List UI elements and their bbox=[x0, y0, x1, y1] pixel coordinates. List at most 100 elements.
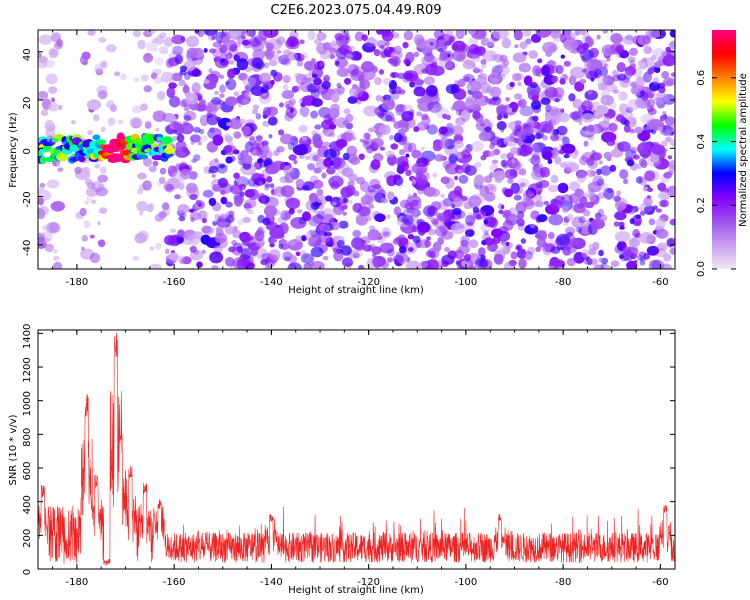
heatmap-cell bbox=[195, 199, 202, 205]
heatmap-cell bbox=[666, 237, 675, 248]
heatmap-cell bbox=[657, 158, 666, 167]
heatmap-cell bbox=[418, 120, 429, 129]
heatmap-cell bbox=[569, 247, 577, 254]
heatmap-cell bbox=[318, 223, 329, 232]
heatmap-cell bbox=[669, 30, 675, 38]
heatmap-cell bbox=[607, 141, 613, 147]
heatmap-cell bbox=[219, 74, 225, 80]
heatmap-cell bbox=[474, 174, 485, 186]
heatmap-cell bbox=[286, 36, 299, 48]
heatmap-cell bbox=[554, 98, 560, 103]
heatmap-cell bbox=[331, 235, 340, 243]
heatmap-cell bbox=[143, 52, 153, 63]
heatmap-cell bbox=[598, 257, 603, 263]
heatmap-cell bbox=[581, 249, 590, 259]
heatmap-cell bbox=[631, 207, 637, 212]
heatmap-cell bbox=[380, 197, 388, 204]
heatmap-cell bbox=[478, 131, 492, 142]
heatmap-cell bbox=[212, 184, 221, 192]
heatmap-cell bbox=[459, 243, 470, 255]
heatmap-cell bbox=[513, 194, 522, 201]
heatmap-cell bbox=[413, 78, 423, 86]
heatmap-cell bbox=[342, 120, 350, 126]
heatmap-cell bbox=[278, 129, 285, 136]
heatmap-cell bbox=[484, 126, 492, 132]
heatmap-cell bbox=[380, 51, 388, 59]
heatmap-cell bbox=[98, 37, 107, 43]
heatmap-cell bbox=[134, 232, 147, 244]
heatmap-cell bbox=[484, 38, 495, 47]
heatmap-cell bbox=[577, 204, 584, 209]
heatmap-cell bbox=[144, 53, 151, 60]
heatmap-cell bbox=[89, 252, 101, 264]
heatmap-cell bbox=[500, 153, 509, 160]
heatmap-cell bbox=[353, 190, 360, 197]
heatmap-cell bbox=[512, 185, 524, 195]
heatmap-cell bbox=[335, 138, 348, 148]
heatmap-cell bbox=[290, 217, 307, 229]
heatmap-cell bbox=[590, 258, 598, 266]
heatmap-cell bbox=[630, 81, 637, 88]
heatmap-cell bbox=[663, 172, 671, 179]
heatmap-cell bbox=[236, 258, 249, 269]
heatmap-cell bbox=[322, 141, 331, 148]
heatmap-cell bbox=[242, 216, 251, 223]
heatmap-cell bbox=[590, 218, 605, 230]
heatmap-cell bbox=[225, 257, 235, 267]
heatmap-cell bbox=[513, 30, 523, 41]
heatmap-cell bbox=[452, 100, 467, 112]
heatmap-cell bbox=[307, 240, 316, 247]
heatmap-cell bbox=[308, 229, 316, 235]
heatmap-cell bbox=[348, 65, 355, 72]
heatmap-cell bbox=[655, 228, 669, 239]
heatmap-cell bbox=[500, 128, 505, 133]
heatmap-cell bbox=[351, 136, 357, 141]
heatmap-cell bbox=[277, 216, 287, 224]
heatmap-cell bbox=[311, 131, 323, 143]
heatmap-cell bbox=[669, 218, 675, 226]
heatmap-cell bbox=[547, 239, 557, 246]
heatmap-cell bbox=[537, 58, 543, 64]
heatmap-cell bbox=[143, 85, 152, 93]
heatmap-cell bbox=[593, 68, 602, 79]
heatmap-cell bbox=[665, 136, 672, 142]
heatmap-cell bbox=[623, 119, 630, 127]
heatmap-cell bbox=[383, 77, 392, 86]
heatmap-cell bbox=[397, 128, 407, 135]
heatmap-cell bbox=[316, 32, 327, 41]
heatmap-cell bbox=[284, 211, 291, 220]
heatmap-cell bbox=[177, 204, 190, 214]
heatmap-cell bbox=[268, 249, 281, 262]
heatmap-cell bbox=[445, 163, 451, 169]
heatmap-cell bbox=[562, 136, 570, 146]
heatmap-cell bbox=[298, 216, 307, 225]
heatmap-cell bbox=[285, 197, 301, 210]
heatmap-cell bbox=[413, 126, 420, 133]
heatmap-cell bbox=[667, 155, 673, 160]
heatmap-cell bbox=[105, 44, 117, 53]
heatmap-cell bbox=[474, 161, 482, 168]
heatmap-cell bbox=[557, 182, 569, 194]
heatmap-cell bbox=[245, 30, 255, 37]
heatmap-cell bbox=[321, 208, 336, 219]
heatmap-cell bbox=[586, 258, 593, 266]
heatmap-cell bbox=[514, 93, 522, 100]
heatmap-cell bbox=[342, 197, 349, 204]
heatmap-cell bbox=[146, 41, 158, 52]
heatmap-cell bbox=[591, 152, 602, 161]
heatmap-cell bbox=[263, 41, 270, 46]
heatmap-cell bbox=[183, 115, 192, 121]
heatmap-cell bbox=[452, 207, 462, 216]
heatmap-cell bbox=[435, 226, 448, 237]
heatmap-cell bbox=[87, 130, 93, 136]
heatmap-cell bbox=[183, 104, 190, 112]
heatmap-cell bbox=[411, 149, 422, 159]
heatmap-cell bbox=[323, 231, 328, 237]
y-tick-label: -20 bbox=[22, 191, 33, 207]
heatmap-cell bbox=[532, 115, 539, 122]
heatmap-cell bbox=[371, 246, 382, 255]
heatmap-cell bbox=[300, 52, 309, 60]
heatmap-cell bbox=[369, 225, 376, 232]
heatmap-cell bbox=[552, 87, 565, 98]
colorbar-ticks: 0.0 0.2 0.4 0.6 bbox=[696, 70, 736, 277]
